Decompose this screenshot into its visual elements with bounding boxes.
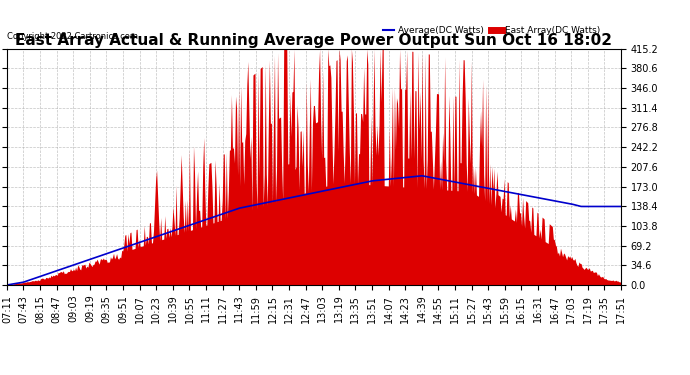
Legend: Average(DC Watts), East Array(DC Watts): Average(DC Watts), East Array(DC Watts) [380,22,604,39]
Title: East Array Actual & Running Average Power Output Sun Oct 16 18:02: East Array Actual & Running Average Powe… [15,33,613,48]
Text: Copyright 2022 Cartronics.com: Copyright 2022 Cartronics.com [7,32,138,41]
